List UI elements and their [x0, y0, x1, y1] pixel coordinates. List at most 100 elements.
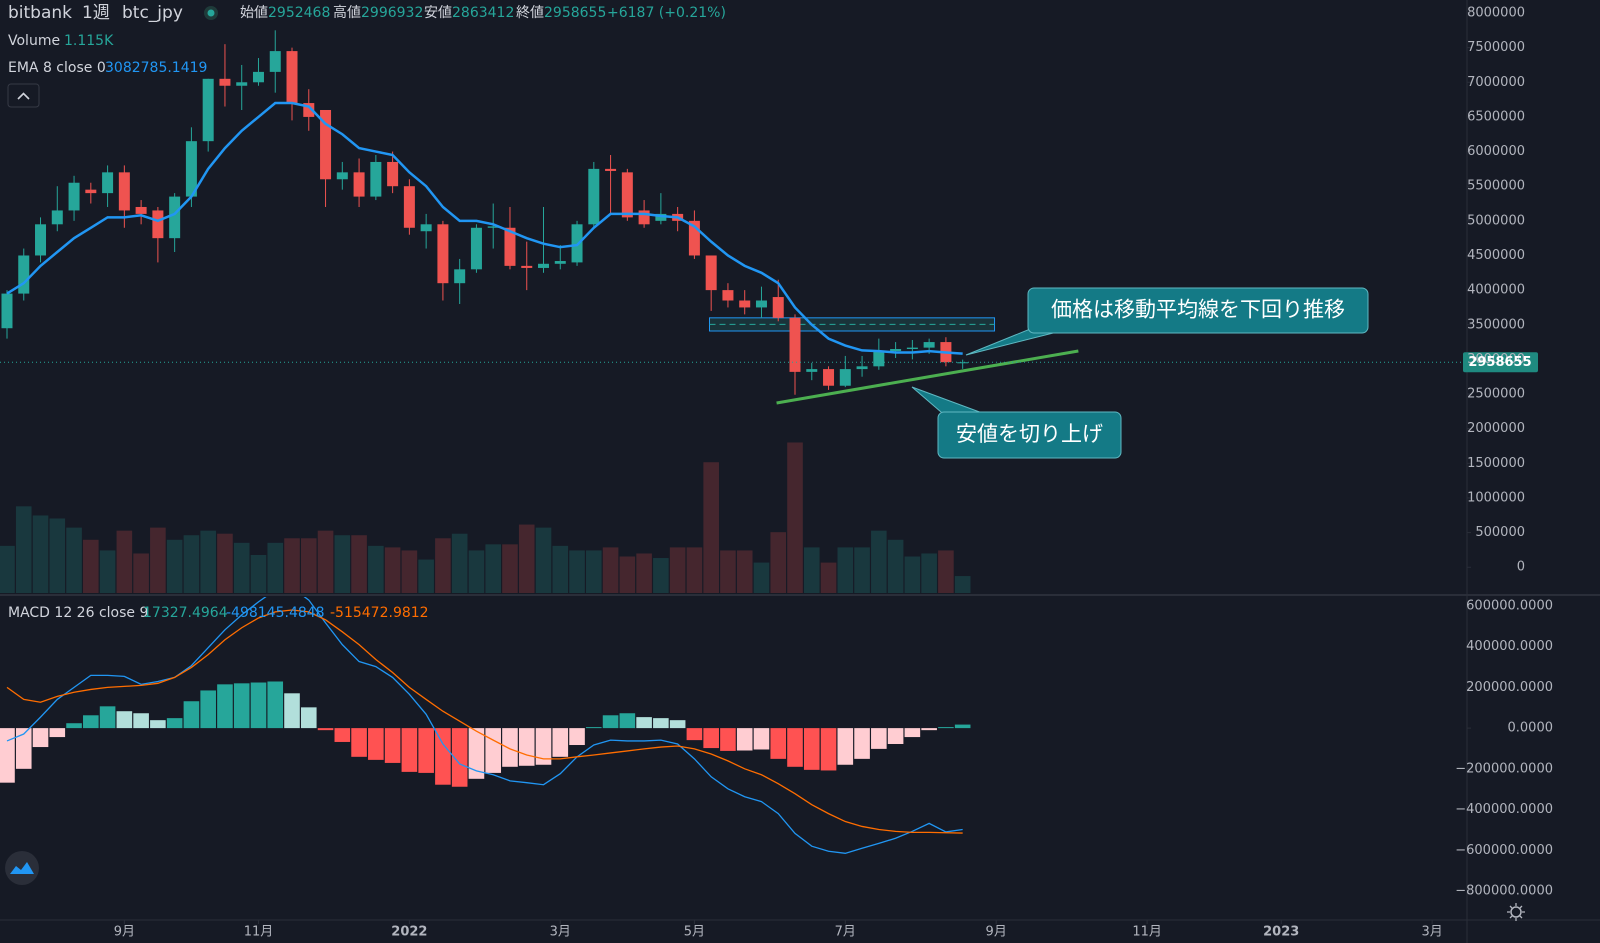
logo-circle[interactable] — [5, 851, 39, 885]
candle-body — [85, 189, 97, 194]
settings-icon[interactable] — [1507, 903, 1525, 921]
volume-bar — [921, 553, 937, 593]
signal-line — [6, 609, 963, 834]
macd-histogram-bar — [317, 728, 334, 731]
macd-histogram-bar — [569, 728, 585, 746]
ema-name: EMA 8 close 0 — [8, 60, 106, 76]
macd-histogram-bar — [535, 728, 552, 765]
macd-histogram-bar — [921, 728, 937, 731]
volume-bar — [49, 518, 66, 593]
macd-histogram-bar — [636, 717, 652, 729]
x-tick-label: 11月 — [244, 925, 274, 940]
y-tick-label: 1000000 — [1467, 490, 1525, 505]
candle-body — [403, 186, 415, 228]
macd-histogram-bar — [368, 728, 384, 760]
open-value: 2952468 — [268, 5, 330, 21]
volume-bar — [669, 547, 686, 593]
volume-bar — [887, 539, 904, 593]
candle-body — [102, 172, 114, 194]
volume-bar — [904, 556, 921, 593]
low-value: 2863412 — [452, 5, 514, 21]
symbol: btc_jpy — [122, 3, 183, 23]
candle-body — [169, 196, 181, 239]
candle-body — [336, 172, 348, 180]
macd-histogram-bar — [736, 728, 753, 751]
interval: 1週 — [82, 3, 110, 23]
y-tick-label: 5000000 — [1467, 213, 1525, 228]
macd-histogram-bar — [32, 728, 49, 748]
candle-body — [35, 224, 47, 256]
candle-body — [588, 168, 600, 225]
x-tick-label: 3月 — [1421, 925, 1442, 940]
y-tick-label: 200000.0000 — [1466, 680, 1553, 695]
volume-bar — [401, 550, 418, 593]
volume-bar — [820, 562, 837, 593]
volume-bar — [803, 547, 820, 593]
candle-body — [655, 213, 667, 221]
volume-bar — [787, 442, 803, 593]
macd-histogram-bar — [217, 684, 233, 729]
macd-histogram-bar — [351, 728, 367, 757]
volume-bar — [854, 547, 870, 593]
macd-histogram-bar — [334, 728, 351, 742]
macd-histogram-bar — [83, 715, 99, 729]
macd-histogram-bar — [418, 728, 434, 773]
y-tick-label: −400000.0000 — [1455, 802, 1553, 817]
settings-sun[interactable] — [1510, 906, 1522, 918]
candle-body — [504, 227, 516, 266]
volume-bar — [736, 550, 753, 593]
volume-bar — [66, 527, 82, 593]
volume-bar — [569, 550, 585, 593]
volume-bar — [368, 545, 384, 593]
candle-body — [152, 210, 164, 239]
volume-bar — [586, 550, 602, 593]
x-tick-label: 11月 — [1132, 925, 1162, 940]
candle-body — [370, 161, 382, 197]
high-label: 高値 — [333, 4, 361, 21]
macd-line — [6, 597, 963, 854]
price-pane — [0, 30, 1079, 593]
x-tick-label: 2022 — [391, 925, 427, 940]
volume-bar — [435, 538, 451, 593]
callout-text: 価格は移動平均線を下回り推移 — [1051, 298, 1345, 322]
macd-histogram-bar — [787, 728, 803, 767]
macd-histogram-bar — [586, 727, 602, 729]
macd-histogram-bar — [720, 728, 736, 751]
x-tick-label: 5月 — [684, 925, 705, 940]
collapse-button-frame[interactable] — [7, 83, 40, 108]
candle-body — [772, 297, 784, 318]
volume-bar — [720, 550, 736, 593]
low-label: 安値 — [424, 5, 452, 21]
candle-body — [806, 369, 818, 372]
macd-histogram-bar — [250, 682, 267, 729]
candle-body — [823, 369, 835, 386]
macd-histogram-bar — [770, 728, 787, 759]
volume-bar — [200, 530, 216, 593]
close-label: 終値 — [516, 5, 544, 21]
candle-body — [437, 224, 449, 284]
volume-name: Volume — [8, 33, 60, 49]
y-tick-label: 3500000 — [1467, 317, 1525, 332]
macd-histogram-bar — [384, 728, 401, 763]
volume-bar — [166, 539, 183, 593]
y-tick-label: 7000000 — [1467, 75, 1525, 90]
macd-title: MACD 12 26 close 9 — [8, 605, 148, 621]
macd-hist-value: 17327.4964 — [143, 605, 228, 621]
y-tick-label: −600000.0000 — [1455, 843, 1553, 858]
collapse-button[interactable] — [7, 83, 40, 108]
y-tick-label: 500000 — [1475, 525, 1525, 540]
y-tick-label: 3000000 — [1467, 352, 1525, 367]
volume-bar — [0, 545, 15, 593]
macd-histogram-bar — [753, 728, 770, 750]
candle-body — [320, 109, 332, 180]
volume-bar — [418, 559, 434, 593]
logo[interactable] — [5, 851, 39, 885]
ema-line — [6, 101, 963, 355]
macd-histogram-bar — [602, 715, 619, 729]
y-tick-label: 5500000 — [1467, 179, 1525, 194]
volume-bar — [686, 547, 703, 593]
current-price-label: 2958655 — [1468, 355, 1531, 370]
candle-body — [470, 227, 482, 270]
candle-body — [638, 210, 650, 225]
